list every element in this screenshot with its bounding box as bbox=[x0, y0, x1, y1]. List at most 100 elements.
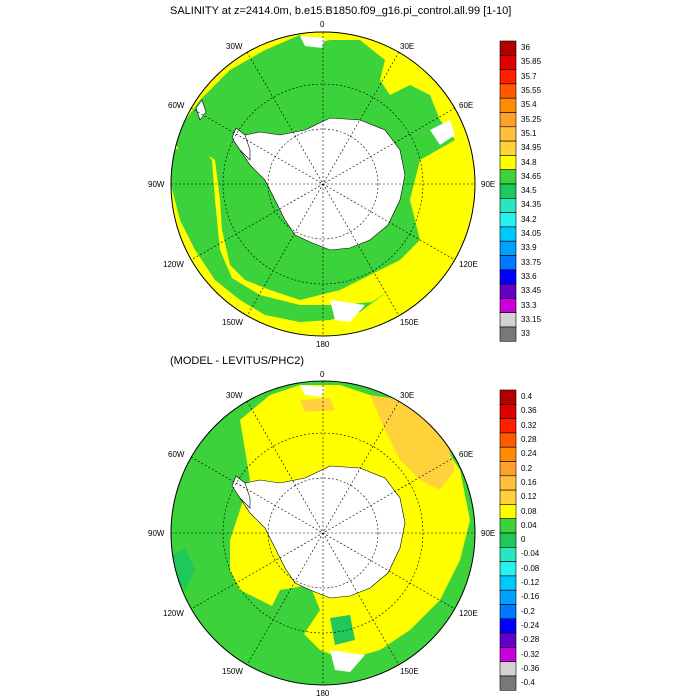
lon-label-30w: 30W bbox=[226, 42, 243, 51]
lon-label-90e: 90E bbox=[481, 529, 496, 538]
colorbar-swatch bbox=[499, 326, 517, 342]
lon-label-30e: 30E bbox=[400, 391, 415, 400]
colorbar-swatch bbox=[499, 389, 517, 405]
lon-label-150e: 150E bbox=[400, 318, 419, 327]
colorbar-swatch bbox=[499, 504, 517, 519]
colorbar-tick-label: 34.2 bbox=[521, 214, 537, 224]
lon-label-120w: 120W bbox=[163, 609, 184, 618]
colorbar-swatch bbox=[499, 532, 517, 548]
lon-label-60e: 60E bbox=[459, 450, 474, 459]
colorbar-tick-label: 34.05 bbox=[521, 229, 542, 239]
colorbar-tick-label: 0.12 bbox=[521, 492, 537, 502]
colorbar-swatch bbox=[499, 269, 517, 285]
colorbar-tick-label: 0 bbox=[521, 535, 526, 545]
colorbar-tick-label: 34.8 bbox=[521, 157, 537, 167]
ice-patch bbox=[330, 300, 365, 322]
colorbar-swatch bbox=[499, 212, 517, 228]
diff-green-patch bbox=[260, 585, 320, 650]
colorbar-swatch bbox=[499, 675, 517, 691]
colorbar-tick-label: 34.65 bbox=[521, 171, 542, 181]
lon-label-180: 180 bbox=[316, 340, 330, 349]
ice-patch bbox=[300, 385, 325, 397]
colorbar-swatch bbox=[499, 169, 517, 185]
antarctic-peninsula bbox=[231, 127, 251, 161]
colorbar-tick-label: 0.04 bbox=[521, 520, 537, 530]
colorbar-swatch bbox=[499, 561, 517, 577]
map2-border bbox=[170, 380, 476, 686]
colorbar-swatch bbox=[499, 604, 517, 620]
lon-label-150w: 150W bbox=[222, 318, 243, 327]
lon-label-90e: 90E bbox=[481, 180, 496, 189]
colorbar-swatch bbox=[499, 298, 517, 313]
colorbar-tick-label: -0.04 bbox=[521, 549, 540, 559]
colorbar-swatch bbox=[499, 632, 517, 648]
colorbar-swatch bbox=[499, 226, 517, 242]
colorbar-tick-label: 33 bbox=[521, 329, 530, 339]
colorbar-swatch bbox=[499, 461, 517, 477]
colorbar-swatch bbox=[499, 155, 517, 170]
colorbar-tick-label: 0.4 bbox=[521, 392, 533, 402]
colorbar-swatch bbox=[499, 647, 517, 663]
lon-label-150w: 150W bbox=[222, 667, 243, 676]
colorbar-tick-label: 34.35 bbox=[521, 200, 542, 210]
colorbar-swatch bbox=[499, 403, 517, 419]
colorbar-swatch bbox=[499, 198, 517, 213]
lon-label-0: 0 bbox=[320, 370, 325, 379]
salinity-map bbox=[171, 32, 475, 336]
colorbar-swatch bbox=[499, 546, 517, 562]
colorbar-tick-label: 0.16 bbox=[521, 477, 537, 487]
colorbar-tick-label: 0.08 bbox=[521, 506, 537, 516]
colorbar-tick-label: -0.16 bbox=[521, 592, 540, 602]
colorbar-tick-label: -0.2 bbox=[521, 606, 535, 616]
colorbar-swatch bbox=[499, 255, 517, 271]
colorbar-swatch bbox=[499, 140, 517, 156]
colorbar-swatch bbox=[499, 183, 517, 199]
colorbar-swatch bbox=[499, 618, 517, 634]
colorbar-tick-label: -0.08 bbox=[521, 563, 540, 573]
colorbar-tick-label: -0.36 bbox=[521, 663, 540, 673]
colorbar-swatch bbox=[499, 69, 517, 85]
colorbar-tick-label: 33.45 bbox=[521, 286, 542, 296]
colorbar-tick-label: 0.32 bbox=[521, 420, 537, 430]
lon-label-90w: 90W bbox=[148, 180, 165, 189]
colorbar-tick-label: 35.25 bbox=[521, 114, 542, 124]
colorbar-tick-label: 33.3 bbox=[521, 300, 537, 310]
difference-colorbar bbox=[499, 389, 517, 691]
lon-label-60e: 60E bbox=[459, 101, 474, 110]
map1-border bbox=[170, 31, 476, 337]
lon-label-30e: 30E bbox=[400, 42, 415, 51]
colorbar-swatch bbox=[499, 589, 517, 605]
colorbar-swatch bbox=[499, 575, 517, 591]
lon-label-120w: 120W bbox=[163, 260, 184, 269]
lon-label-30w: 30W bbox=[226, 391, 243, 400]
diff-cyan-patch bbox=[330, 615, 355, 645]
lon-label-120e: 120E bbox=[459, 609, 478, 618]
colorbar-tick-label: 0.28 bbox=[521, 435, 537, 445]
colorbar-swatch bbox=[499, 446, 517, 462]
diff-orange-patch bbox=[300, 398, 335, 412]
lon-label-0: 0 bbox=[320, 20, 325, 29]
colorbar-tick-label: 33.15 bbox=[521, 314, 542, 324]
diff-orange-region bbox=[370, 395, 455, 490]
south-america-tip bbox=[195, 99, 207, 121]
lon-label-150e: 150E bbox=[400, 667, 419, 676]
difference-map bbox=[171, 381, 475, 685]
colorbar-swatch bbox=[499, 40, 517, 56]
colorbar-tick-label: 33.9 bbox=[521, 243, 537, 253]
panel2-title: (MODEL - LEVITUS/PHC2) bbox=[170, 355, 305, 367]
meridian-lines bbox=[171, 32, 475, 336]
colorbar-swatch bbox=[499, 54, 517, 70]
colorbar-tick-label: 0.24 bbox=[521, 449, 537, 459]
colorbar-tick-label: -0.24 bbox=[521, 620, 540, 630]
colorbar-tick-label: 35.1 bbox=[521, 128, 537, 138]
colorbar-tick-label: 35.4 bbox=[521, 100, 537, 110]
colorbar-tick-label: -0.28 bbox=[521, 635, 540, 645]
antarctic-peninsula bbox=[231, 475, 251, 509]
meridian-lines bbox=[171, 381, 475, 685]
colorbar-tick-label: 0.36 bbox=[521, 406, 537, 416]
colorbar-swatch bbox=[499, 489, 517, 505]
lon-label-90w: 90W bbox=[148, 529, 165, 538]
colorbar-swatch bbox=[499, 240, 517, 256]
colorbar-swatch bbox=[499, 126, 517, 142]
